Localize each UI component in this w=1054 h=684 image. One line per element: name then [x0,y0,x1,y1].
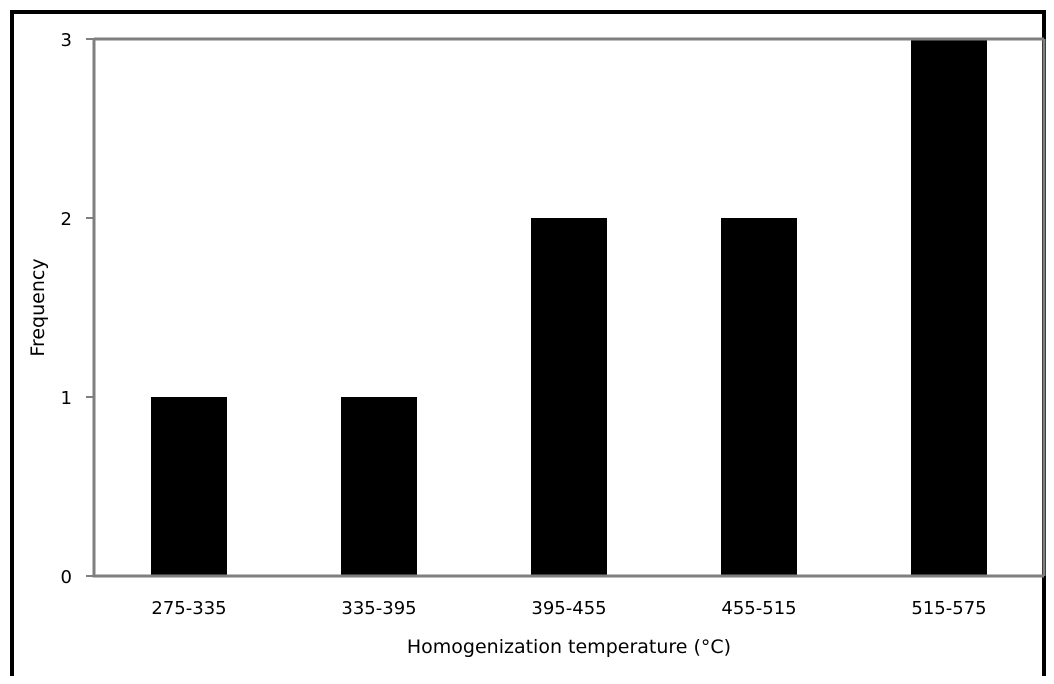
x-tick-labels: 275-335 335-395 395-455 455-515 515-575 [151,598,986,619]
bars-group [151,39,987,576]
x-tick-label: 515-575 [911,598,986,619]
x-axis-title: Homogenization temperature (°C) [407,636,731,658]
bar-395-455 [531,218,607,576]
bar-515-575 [911,39,987,576]
axes-group [92,37,1046,578]
x-tick-label: 335-395 [341,598,416,619]
y-tick-label: 0 [61,567,72,588]
bar-335-395 [341,397,417,576]
y-tick-labels: 0 1 2 3 [61,30,94,588]
x-tick-label: 275-335 [151,598,226,619]
y-tick-label: 1 [61,388,72,409]
x-tick-label: 395-455 [531,598,606,619]
x-tick-label: 455-515 [721,598,796,619]
bar-455-515 [721,218,797,576]
bar-275-335 [151,397,227,576]
y-axis-title: Frequency [27,258,49,356]
y-tick-label: 2 [61,209,72,230]
y-tick-label: 3 [61,30,72,51]
